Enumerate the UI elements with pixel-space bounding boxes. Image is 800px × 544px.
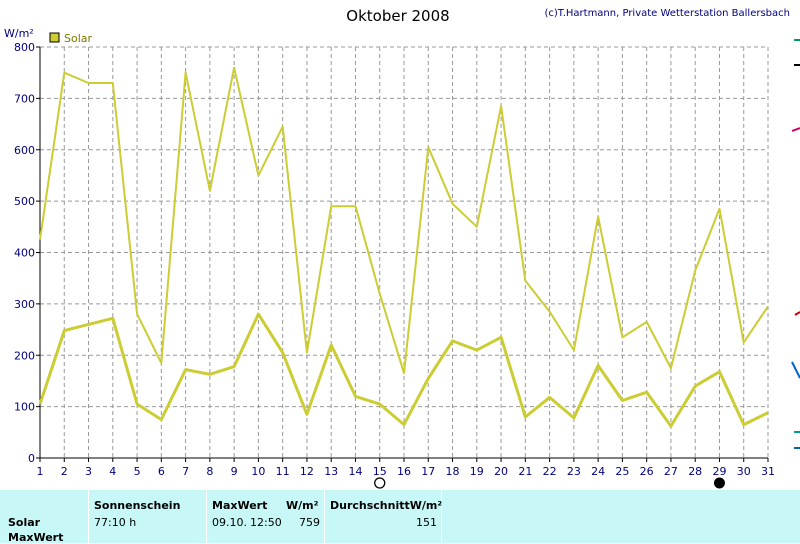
grid <box>40 46 769 458</box>
chart-title: Oktober 2008 <box>346 7 449 25</box>
chart-credit: (c)T.Hartmann, Private Wetterstation Bal… <box>544 8 790 19</box>
row-label-maxwert: MaxWert <box>8 531 64 544</box>
series-line-avg <box>38 312 769 428</box>
series-lines <box>38 66 769 428</box>
x-tick-label: 15 <box>373 465 387 478</box>
y-tick-label: 0 <box>28 452 35 465</box>
x-tick-label: 3 <box>85 465 92 478</box>
x-tick-label: 11 <box>276 465 290 478</box>
right-edge-fragments <box>791 39 800 449</box>
moon-markers <box>374 477 725 489</box>
max-unit-header: W/m² <box>286 499 319 512</box>
avg-header: DurchschnittW/m² <box>330 499 443 512</box>
x-tick-label: 2 <box>61 465 68 478</box>
sun-header: Sonnenschein <box>94 499 181 512</box>
x-tick-label: 16 <box>397 465 411 478</box>
y-tick-label: 400 <box>14 247 35 260</box>
x-tick-label: 5 <box>134 465 141 478</box>
x-tick-label: 27 <box>664 465 678 478</box>
x-tick-label: 14 <box>348 465 362 478</box>
avg-value: 151 <box>416 516 437 529</box>
x-tick-label: 7 <box>182 465 189 478</box>
x-tick-label: 12 <box>300 465 314 478</box>
x-tick-label: 18 <box>446 465 460 478</box>
y-tick-label: 100 <box>14 401 35 414</box>
x-tick-label: 25 <box>615 465 629 478</box>
y-tick-label: 800 <box>14 41 35 54</box>
legend-label: Solar <box>64 32 93 45</box>
x-tick-label: 6 <box>158 465 165 478</box>
x-tick-label: 8 <box>206 465 213 478</box>
info-panel: Sonnenschein MaxWert W/m² DurchschnittW/… <box>0 490 800 544</box>
solar-chart: Oktober 2008 (c)T.Hartmann, Private Wett… <box>4 7 800 489</box>
y-tick-label: 300 <box>14 298 35 311</box>
x-tick-label: 1 <box>37 465 44 478</box>
x-tick-label: 26 <box>640 465 654 478</box>
sun-value: 77:10 h <box>94 516 137 529</box>
max-date: 09.10. <box>212 516 247 529</box>
x-tick-label: 13 <box>324 465 338 478</box>
max-time: 12:50 <box>250 516 282 529</box>
x-tick-label: 4 <box>109 465 116 478</box>
x-tick-label: 9 <box>231 465 238 478</box>
x-tick-label: 10 <box>251 465 265 478</box>
x-tick-label: 23 <box>567 465 581 478</box>
x-tick-label: 22 <box>543 465 557 478</box>
row-label-solar: Solar <box>8 516 41 529</box>
full-moon-icon <box>374 477 386 489</box>
x-tick-label: 28 <box>688 465 702 478</box>
max-header: MaxWert <box>212 499 268 512</box>
series-line-max <box>39 66 769 375</box>
y-tick-label: 700 <box>14 92 35 105</box>
x-tick-label: 20 <box>494 465 508 478</box>
y-tick-label: 500 <box>14 195 35 208</box>
x-tick-label: 30 <box>737 465 751 478</box>
x-tick-label: 21 <box>518 465 532 478</box>
max-value: 759 <box>299 516 320 529</box>
y-tick-label: 200 <box>14 349 35 362</box>
new-moon-icon <box>713 477 725 489</box>
x-tick-label: 31 <box>761 465 775 478</box>
axes: 1 2 3 4 5 6 7 8 9 10 11 12 13 14 15 16 17 18 19 20 21 22 23 24 2… <box>14 41 775 478</box>
x-tick-label: 17 <box>421 465 435 478</box>
x-tick-label: 29 <box>712 465 726 478</box>
y-tick-label: 600 <box>14 144 35 157</box>
x-tick-label: 19 <box>470 465 484 478</box>
x-tick-label: 24 <box>591 465 605 478</box>
legend-swatch <box>49 32 60 43</box>
y-axis-unit: W/m² <box>4 27 34 40</box>
